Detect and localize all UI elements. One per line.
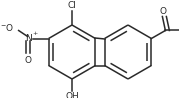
Text: O: O	[160, 6, 167, 15]
Text: OH: OH	[65, 92, 79, 98]
Text: +: +	[33, 31, 38, 36]
Text: N: N	[25, 34, 32, 43]
Text: O: O	[24, 55, 31, 64]
Text: $^{-}$O: $^{-}$O	[0, 22, 14, 33]
Text: Cl: Cl	[67, 1, 76, 10]
